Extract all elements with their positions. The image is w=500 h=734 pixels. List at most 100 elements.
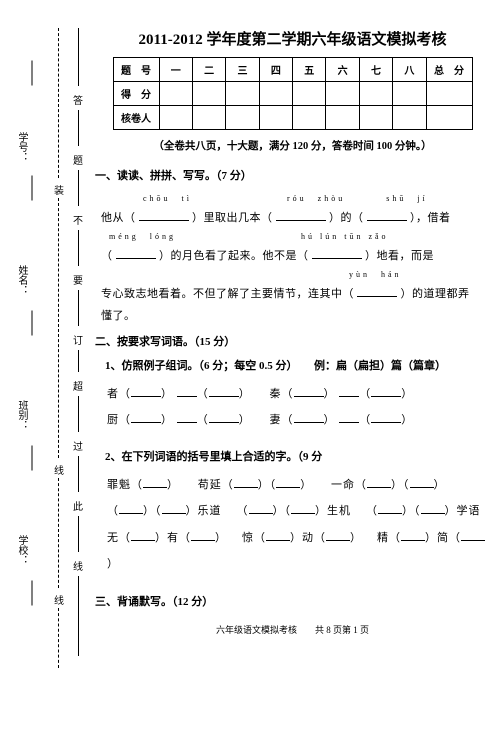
strip-line <box>78 230 79 266</box>
section-heading: 二、按要求写词语。（15 分） <box>95 333 490 349</box>
blank <box>339 413 359 423</box>
row-label: 核卷人 <box>113 106 159 130</box>
strip-line <box>78 28 79 86</box>
blank <box>249 504 273 514</box>
blank <box>139 211 189 221</box>
text: 无（ <box>107 532 131 544</box>
text: ） <box>300 479 312 491</box>
blank <box>378 504 402 514</box>
text: ） <box>215 532 227 544</box>
blank <box>234 478 258 488</box>
blank <box>339 387 359 397</box>
strip-line <box>78 350 79 372</box>
strip-line <box>78 456 79 492</box>
strip-line <box>78 516 79 552</box>
blank <box>162 504 186 514</box>
blank <box>266 531 290 541</box>
pinyin: chōu tì <box>143 194 192 203</box>
text: （ <box>197 388 209 400</box>
blank <box>461 531 485 541</box>
strip-label: 学校： <box>14 535 29 565</box>
text: ） <box>401 414 413 426</box>
th: 三 <box>226 58 259 82</box>
pinyin: yùn hán <box>349 270 402 279</box>
text: 秦（ <box>270 388 294 400</box>
text: ） <box>324 414 336 426</box>
strip-char: 订 <box>73 332 83 347</box>
fill-row: 罪魁（） 苟延（）（） 一命（）（） <box>107 472 490 498</box>
strip-line <box>78 396 79 432</box>
text: ）（ <box>273 505 292 517</box>
text: ） <box>434 479 446 491</box>
text: ）（ <box>143 505 162 517</box>
strip-line <box>78 290 79 326</box>
pinyin: méng lóng <box>109 232 176 241</box>
blank <box>209 413 239 423</box>
fill-row: 厨（） （） 妻（） （） <box>107 407 490 433</box>
th: 五 <box>293 58 326 82</box>
text: ）（ <box>258 479 277 491</box>
strip-line <box>78 110 79 146</box>
text: （ <box>237 505 249 517</box>
text: ）的月色看了起来。他不是（ <box>159 250 309 262</box>
section-heading: 三、背诵默写。（12 分） <box>95 593 490 609</box>
blank <box>371 387 401 397</box>
blank <box>177 387 197 397</box>
strip-dash <box>58 28 59 178</box>
blank <box>291 504 315 514</box>
table-row: 核卷人 <box>113 106 472 130</box>
page-footer: 六年级语文模拟考核 共 8 页第 1 页 <box>95 623 490 636</box>
table-row: 得 分 <box>113 82 472 106</box>
text: 苟延（ <box>198 479 234 491</box>
text-row: 懂了。 <box>101 305 490 327</box>
blank <box>131 413 161 423</box>
text: 专心致志地看着。不但了解了主要情节，连其中（ <box>101 288 354 300</box>
blank <box>367 211 407 221</box>
section-heading: 一、读读、拼拼、写写。（7 分） <box>95 167 490 183</box>
blank <box>367 478 391 488</box>
text-row: 专心致志地看着。不但了解了主要情节，连其中（ ）的道理都弄 <box>101 283 490 305</box>
text: （ <box>101 250 113 262</box>
text: 妻（ <box>270 414 294 426</box>
page-title: 2011-2012 学年度第二学期六年级语文模拟考核 <box>95 28 490 49</box>
score-table: 题 号 一 二 三 四 五 六 七 八 总 分 得 分 核卷人 <box>113 57 473 130</box>
text: ） <box>324 388 336 400</box>
text: ）的（ <box>329 212 364 224</box>
strip-char: 题 <box>73 152 83 167</box>
strip-line <box>78 576 79 656</box>
exam-page: 2011-2012 学年度第二学期六年级语文模拟考核 题 号 一 二 三 四 五… <box>95 28 490 636</box>
sub-heading: 2、在下列词语的括号里填上合适的字。（9 分 <box>105 448 490 464</box>
fill-row: 无（）有（） 惊（）动（） 精（）简（） <box>107 525 490 578</box>
strip-line <box>32 581 33 606</box>
strip-line <box>78 170 79 206</box>
row-label: 得 分 <box>113 82 159 106</box>
th: 七 <box>359 58 392 82</box>
strip-char: 线 <box>73 558 83 573</box>
text: ）（ <box>402 505 421 517</box>
text: ）生机 <box>315 505 351 517</box>
blank <box>177 413 197 423</box>
text: （ <box>359 414 371 426</box>
blank <box>116 249 156 259</box>
blank <box>131 531 155 541</box>
th: 一 <box>159 58 192 82</box>
text: ），借着 <box>410 212 451 224</box>
text: 一命（ <box>331 479 367 491</box>
th: 题 号 <box>113 58 159 82</box>
text: 厨（ <box>107 414 131 426</box>
fill-row: 者（） （） 秦（） （） <box>107 381 490 407</box>
strip-label: 班别： <box>14 400 29 430</box>
text: ）地看，而是 <box>365 250 434 262</box>
text: ）乐道 <box>186 505 222 517</box>
strip-mid: 装 <box>54 182 64 197</box>
text: ） <box>161 414 173 426</box>
pinyin-row: méng lóng hú lún tūn zǎo <box>101 229 490 245</box>
text: 他从（ <box>101 212 136 224</box>
blank <box>312 249 362 259</box>
strip-char: 此 <box>73 498 83 513</box>
question-body: chōu tì róu zhòu shū jí 他从（ ）里取出几本（ ）的（ … <box>101 191 490 327</box>
blank <box>294 387 324 397</box>
text: （ <box>197 414 209 426</box>
blank <box>326 531 350 541</box>
text: 精（ <box>377 532 401 544</box>
